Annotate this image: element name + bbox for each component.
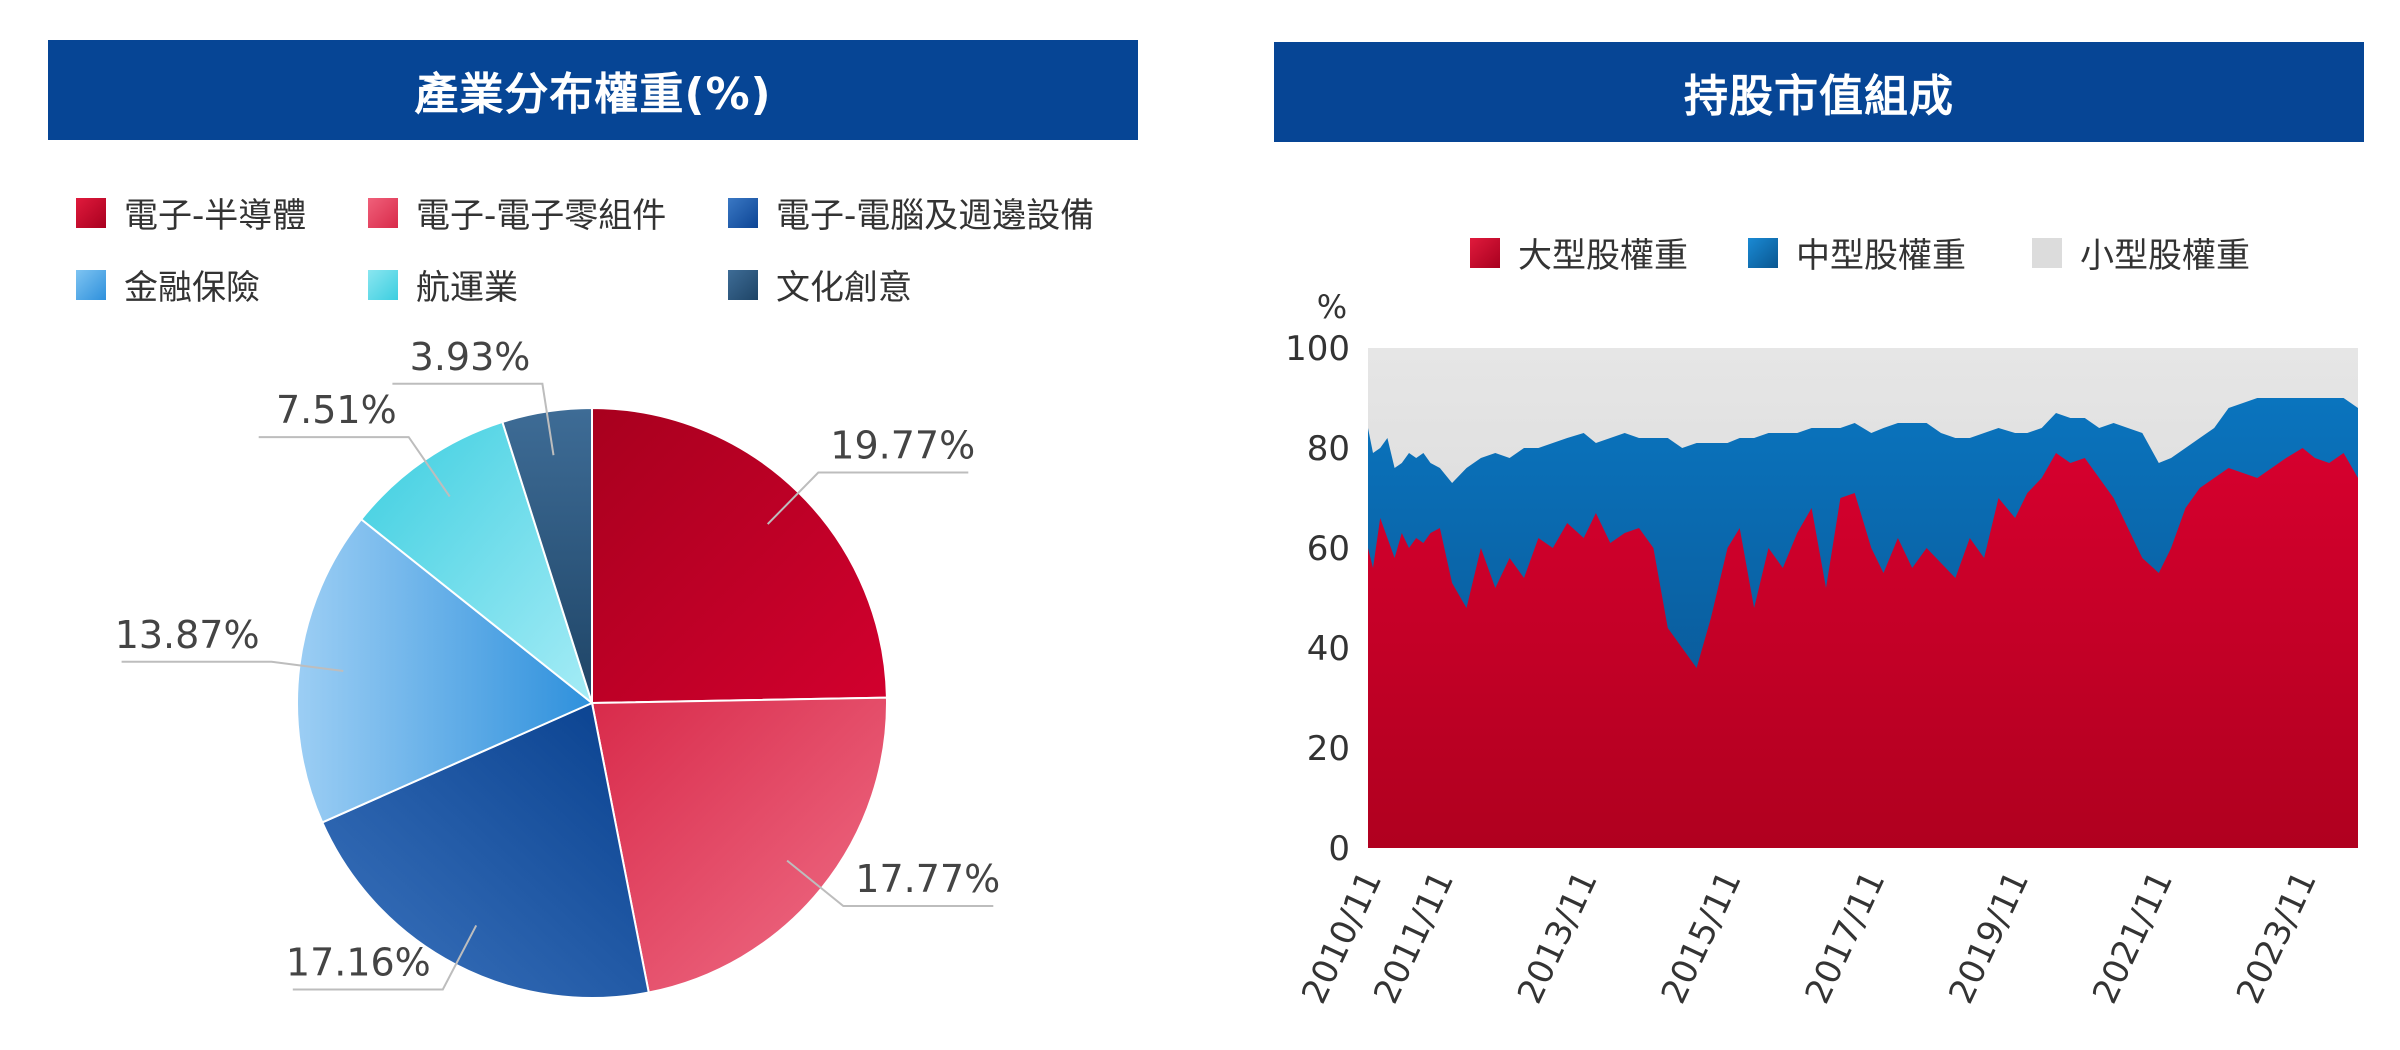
legend-item-semiconductor: 電子-半導體 (76, 188, 306, 237)
x-tick-label: 2017/11 (1797, 865, 1893, 1010)
pie-data-label: 13.87% (115, 613, 260, 657)
legend-label: 航運業 (416, 268, 518, 308)
legend-item-computer-peripherals: 電子-電腦及週邊設備 (728, 188, 1094, 237)
legend-label: 文化創意 (776, 268, 912, 308)
legend-label: 中型股權重 (1796, 236, 1966, 276)
area-series-large-cap (1368, 448, 2358, 848)
pie-data-label: 19.77% (830, 424, 975, 468)
pie-leader-line (786, 859, 994, 907)
pie-data-label: 17.77% (855, 857, 1000, 901)
x-tick-label: 2021/11 (2085, 865, 2181, 1010)
legend-label: 大型股權重 (1518, 236, 1688, 276)
legend-swatch (728, 197, 758, 228)
pie-data-label: 17.16% (286, 941, 431, 985)
pie-leader-line (292, 924, 478, 991)
pie-data-label: 3.93% (410, 335, 531, 379)
x-tick-label: 2023/11 (2229, 865, 2325, 1010)
legend-swatch (76, 197, 106, 228)
legend-label: 電子-電子零組件 (416, 196, 667, 236)
y-tick-label: 20 (1307, 729, 1350, 769)
x-tick-label: 2013/11 (1510, 865, 1606, 1010)
legend-swatch (2032, 237, 2062, 268)
y-tick-label: 0 (1328, 829, 1350, 869)
legend-item-electronic-components: 電子-電子零組件 (368, 188, 666, 237)
legend-label: 小型股權重 (2080, 236, 2250, 276)
industry-chart-title: 產業分布權重(%) (48, 40, 1138, 140)
industry-pie-chart: 19.77% 17.77% 17.16% 13.87% 7.51% 3.93% (115, 335, 1000, 1000)
legend-swatch (1470, 237, 1500, 268)
legend-item-large-cap: 大型股權重 (1470, 228, 1688, 277)
y-tick-label: 60 (1307, 529, 1350, 569)
market-cap-chart-title: 持股市值組成 (1274, 42, 2364, 142)
legend-label: 金融保險 (124, 268, 260, 308)
legend-swatch (368, 269, 398, 300)
legend-item-cultural-creative: 文化創意 (728, 260, 912, 309)
legend-item-mid-cap: 中型股權重 (1748, 228, 1966, 277)
legend-item-finance-insurance: 金融保險 (76, 260, 260, 309)
legend-swatch (368, 197, 398, 228)
y-axis-unit-label: % (1317, 288, 1347, 326)
legend-item-small-cap: 小型股權重 (2032, 228, 2250, 277)
x-tick-label: 2019/11 (1941, 865, 2037, 1010)
pie-leader-line (766, 471, 969, 525)
pie-leader-line (392, 382, 555, 456)
legend-swatch (76, 269, 106, 300)
legend-swatch (728, 269, 758, 300)
y-tick-label: 80 (1307, 429, 1350, 469)
pie-leader-line (121, 660, 344, 672)
x-tick-label: 2015/11 (1654, 865, 1750, 1010)
legend-item-shipping: 航運業 (368, 260, 518, 309)
pie-data-label: 7.51% (276, 388, 397, 432)
legend-swatch (1748, 237, 1778, 268)
legend-label: 電子-半導體 (124, 196, 307, 236)
legend-label: 電子-電腦及週邊設備 (776, 196, 1095, 236)
y-tick-label: 40 (1307, 629, 1350, 669)
y-tick-label: 100 (1285, 329, 1350, 369)
pie-leader-line (258, 436, 451, 498)
